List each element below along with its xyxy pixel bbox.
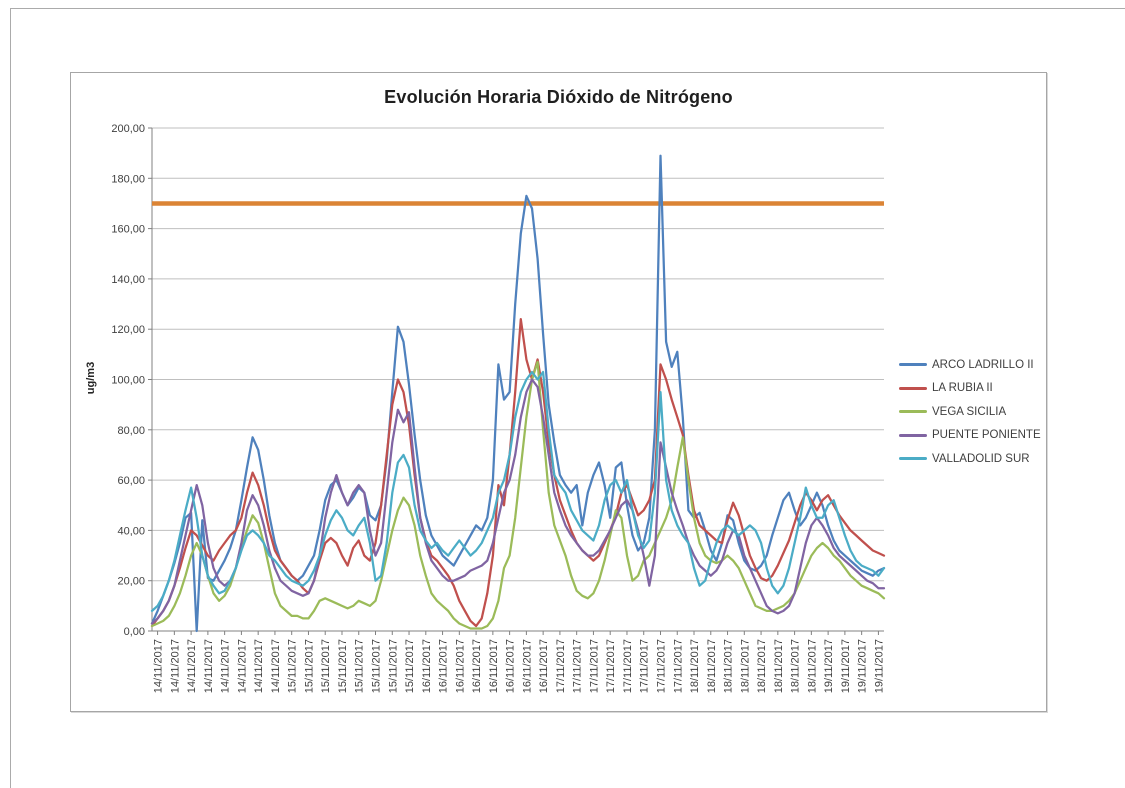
x-tick-label: 18/11/2017	[806, 639, 818, 693]
y-tick-label: 0,00	[124, 626, 145, 638]
y-tick-label: 100,00	[111, 375, 145, 387]
x-tick-label: 17/11/2017	[639, 639, 651, 693]
x-tick-label: 19/11/2017	[840, 639, 852, 693]
legend-label: VEGA SICILIA	[932, 405, 1007, 418]
legend-item-vega-sicilia: VEGA SICILIA	[899, 400, 1041, 424]
y-tick-label: 60,00	[117, 475, 145, 487]
x-tick-label: 16/11/2017	[454, 639, 466, 693]
x-tick-label: 18/11/2017	[756, 639, 768, 693]
x-tick-label: 18/11/2017	[689, 639, 701, 693]
x-tick-label: 15/11/2017	[303, 639, 315, 693]
x-tick-label: 15/11/2017	[337, 639, 349, 693]
x-tick-label: 19/11/2017	[823, 639, 835, 693]
legend-label: VALLADOLID SUR	[932, 452, 1030, 465]
legend: ARCO LADRILLO II LA RUBIA II VEGA SICILIA P…	[899, 353, 1041, 471]
legend-label: ARCO LADRILLO II	[932, 358, 1034, 371]
chart-frame[interactable]: Evolución Horaria Dióxido de Nitrógeno 0…	[70, 72, 1047, 712]
y-tick-label: 20,00	[117, 576, 145, 588]
x-tick-label: 16/11/2017	[488, 639, 500, 693]
series-line-vega-sicilia	[150, 360, 886, 630]
x-tick-label: 16/11/2017	[521, 639, 533, 693]
page-border-top	[10, 8, 1125, 9]
x-tick-label: 17/11/2017	[555, 639, 567, 693]
x-tick-label: 17/11/2017	[605, 639, 617, 693]
x-tick-label: 17/11/2017	[572, 639, 584, 693]
y-tick-label: 120,00	[111, 324, 145, 336]
x-tick-label: 15/11/2017	[354, 639, 366, 693]
y-tick-label: 40,00	[117, 525, 145, 537]
series-line-valladolid-sur	[150, 370, 886, 613]
y-tick-label: 80,00	[117, 425, 145, 437]
chart-plot-area: 0,00 20,00 40,00 60,00 80,00 100,00 120,00 140,…	[111, 123, 886, 693]
x-tick-label: 18/11/2017	[723, 639, 735, 693]
x-tick-label: 16/11/2017	[505, 639, 517, 693]
x-tick-label: 16/11/2017	[471, 639, 483, 693]
x-tick-label: 14/11/2017	[270, 639, 282, 693]
legend-item-valladolid-sur: VALLADOLID SUR	[899, 447, 1041, 471]
x-tick-label: 14/11/2017	[153, 639, 165, 693]
y-tick-label: 200,00	[111, 123, 145, 135]
legend-line-swatch-icon	[899, 410, 927, 414]
legend-item-arco-ladrillo-ii: ARCO LADRILLO II	[899, 353, 1041, 377]
series-line-la-rubia-ii	[150, 317, 886, 628]
legend-item-la-rubia-ii: LA RUBIA II	[899, 377, 1041, 401]
y-tick-label: 160,00	[111, 224, 145, 236]
series-line-puente-poniente	[150, 378, 886, 625]
y-tick-label: 140,00	[111, 274, 145, 286]
legend-line-swatch-icon	[899, 433, 927, 437]
x-tick-label: 14/11/2017	[186, 639, 198, 693]
x-tick-label: 17/11/2017	[655, 639, 667, 693]
x-tick-label: 14/11/2017	[253, 639, 265, 693]
x-tick-label: 16/11/2017	[421, 639, 433, 693]
x-tick-label: 18/11/2017	[706, 639, 718, 693]
y-tick-label: 180,00	[111, 173, 145, 185]
x-tick-label: 17/11/2017	[622, 639, 634, 693]
legend-line-swatch-icon	[899, 386, 927, 390]
x-tick-label: 15/11/2017	[387, 639, 399, 693]
x-tick-label: 18/11/2017	[739, 639, 751, 693]
x-tick-label: 15/11/2017	[371, 639, 383, 693]
chart-title: Evolución Horaria Dióxido de Nitrógeno	[384, 87, 733, 107]
y-axis-title: ug/m3	[85, 361, 97, 395]
x-tick-label: 19/11/2017	[857, 639, 869, 693]
x-tick-label: 14/11/2017	[236, 639, 248, 693]
x-tick-label: 16/11/2017	[438, 639, 450, 693]
legend-line-swatch-icon	[899, 363, 927, 367]
x-tick-label: 15/11/2017	[287, 639, 299, 693]
x-tick-label: 18/11/2017	[790, 639, 802, 693]
x-tick-label: 14/11/2017	[220, 639, 232, 693]
x-tick-label: 19/11/2017	[873, 639, 885, 693]
x-tick-label: 17/11/2017	[588, 639, 600, 693]
legend-item-puente-poniente: PUENTE PONIENTE	[899, 424, 1041, 448]
x-tick-label: 15/11/2017	[320, 639, 332, 693]
x-tick-label: 18/11/2017	[773, 639, 785, 693]
x-tick-label: 14/11/2017	[169, 639, 181, 693]
x-tick-label: 16/11/2017	[538, 639, 550, 693]
legend-line-swatch-icon	[899, 457, 927, 461]
x-tick-label: 14/11/2017	[203, 639, 215, 693]
page-border-left	[10, 8, 11, 788]
series-line-arco-ladrillo-ii	[150, 154, 886, 633]
legend-label: PUENTE PONIENTE	[932, 429, 1041, 442]
x-tick-label: 17/11/2017	[672, 639, 684, 693]
x-tick-label: 15/11/2017	[404, 639, 416, 693]
legend-label: LA RUBIA II	[932, 382, 993, 395]
